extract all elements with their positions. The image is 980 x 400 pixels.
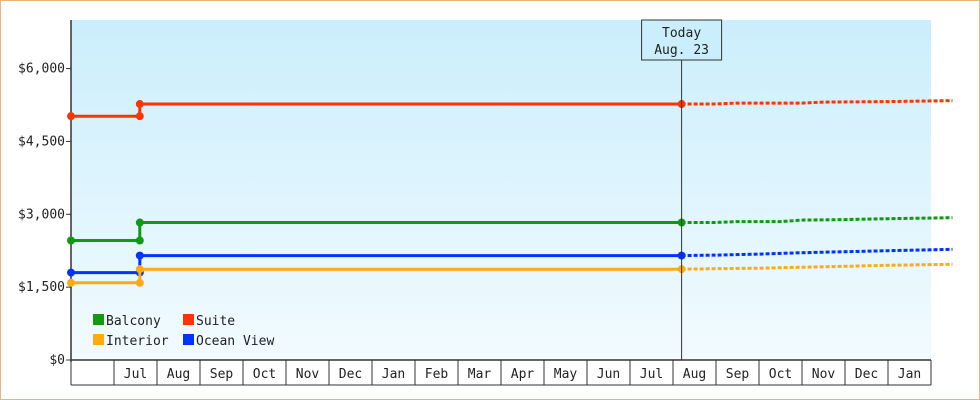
x-tick-label: Nov — [296, 367, 320, 382]
x-tick-label: Aug — [167, 367, 190, 382]
y-tick-label: $6,000 — [18, 62, 65, 77]
y-axis: $0 $1,500 $3,000 $4,500 $6,000 — [18, 20, 72, 368]
legend-label: Suite — [196, 314, 235, 329]
data-point — [67, 268, 75, 277]
x-tick-label: Jul — [640, 367, 663, 382]
today-date: Aug. 23 — [654, 43, 709, 58]
series-line-ocean-view — [71, 254, 682, 275]
x-tick-label: Dec — [339, 367, 362, 382]
series-layer — [67, 99, 953, 287]
legend-swatch — [93, 314, 104, 325]
legend-entry-interior: Interior — [93, 334, 169, 349]
data-point — [67, 236, 75, 245]
data-point — [135, 100, 144, 109]
y-tick-label: $3,000 — [18, 207, 65, 222]
legend-entry-ocean-view: Ocean View — [183, 334, 274, 349]
x-tick-label: Dec — [855, 367, 878, 382]
x-tick-label: Jan — [898, 367, 921, 382]
y-tick-label: $0 — [49, 353, 65, 368]
series-line-suite — [71, 102, 682, 118]
series-ocean-view — [67, 247, 953, 277]
x-tick-label: Mar — [468, 367, 492, 382]
legend-entry-balcony: Balcony — [93, 314, 161, 329]
y-tick-label: $4,500 — [18, 134, 65, 149]
plot-area — [71, 20, 931, 360]
x-tick-label: Aug — [683, 367, 706, 382]
data-point — [135, 265, 144, 274]
x-tick-label: Oct — [253, 367, 276, 382]
series-line-interior — [71, 267, 682, 285]
series-forecast-suite — [681, 99, 953, 106]
series-forecast-ocean-view — [681, 247, 953, 258]
legend-swatch — [93, 334, 104, 345]
legend-entry-suite: Suite — [183, 314, 235, 329]
today-label: Today — [662, 26, 701, 41]
x-tick-label: Nov — [812, 367, 836, 382]
series-forecast-interior — [681, 262, 953, 271]
data-point — [135, 251, 144, 260]
x-tick-label: Sep — [210, 367, 234, 382]
data-point — [67, 278, 75, 287]
legend-label: Interior — [106, 334, 169, 349]
y-tick-label: $1,500 — [18, 280, 65, 295]
legend-swatch — [183, 314, 194, 325]
data-point — [67, 112, 75, 121]
series-line-balcony — [71, 221, 682, 242]
legend-label: Ocean View — [196, 334, 274, 349]
x-axis: Jul Aug Sep Oct Nov Dec Jan Feb Mar Apr May Jun Jul A… — [70, 359, 932, 386]
x-tick-label: Jul — [124, 367, 147, 382]
x-tick-label: May — [554, 367, 578, 382]
series-suite — [67, 99, 953, 121]
x-tick-label: Jun — [597, 367, 620, 382]
today-box — [641, 19, 723, 61]
series-interior — [67, 262, 953, 287]
x-tick-label: Sep — [726, 367, 750, 382]
legend-swatch — [183, 334, 194, 345]
legend: Balcony Suite Interior Ocean View — [93, 314, 274, 349]
today-marker: Today Aug. 23 — [641, 19, 723, 360]
data-point — [135, 236, 144, 245]
series-balcony — [67, 216, 953, 245]
data-point — [135, 218, 144, 227]
x-tick-label: Apr — [511, 367, 535, 382]
data-point — [135, 278, 144, 287]
x-tick-label: Oct — [769, 367, 792, 382]
x-tick-label: Feb — [425, 367, 449, 382]
legend-label: Balcony — [106, 314, 161, 329]
data-point — [135, 112, 144, 121]
x-tick-label: Jan — [382, 367, 405, 382]
series-forecast-balcony — [681, 216, 953, 224]
